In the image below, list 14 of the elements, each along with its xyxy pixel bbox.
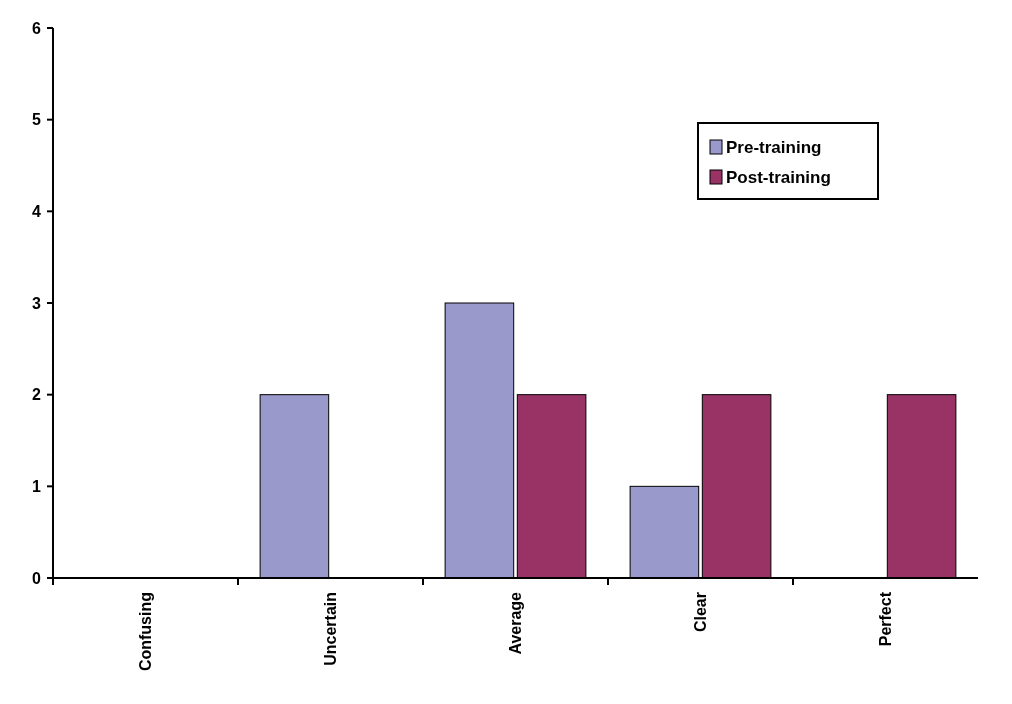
y-tick-label: 4 bbox=[32, 202, 42, 220]
x-tick-label: Average bbox=[507, 591, 525, 655]
y-tick-label: 0 bbox=[32, 569, 42, 587]
x-tick-label: Uncertain bbox=[322, 592, 340, 666]
y-tick-label: 3 bbox=[32, 294, 42, 312]
y-tick-label: 2 bbox=[32, 386, 42, 404]
y-tick-label: 5 bbox=[32, 111, 42, 129]
y-tick-label: 6 bbox=[32, 19, 42, 37]
x-tick-label: Clear bbox=[692, 592, 710, 633]
x-tick-label: Confusing bbox=[137, 592, 155, 672]
legend-label: Pre-training bbox=[726, 137, 822, 157]
legend-label: Post-training bbox=[726, 167, 831, 187]
y-tick-label: 1 bbox=[32, 477, 42, 495]
x-tick-label: Perfect bbox=[877, 591, 895, 647]
